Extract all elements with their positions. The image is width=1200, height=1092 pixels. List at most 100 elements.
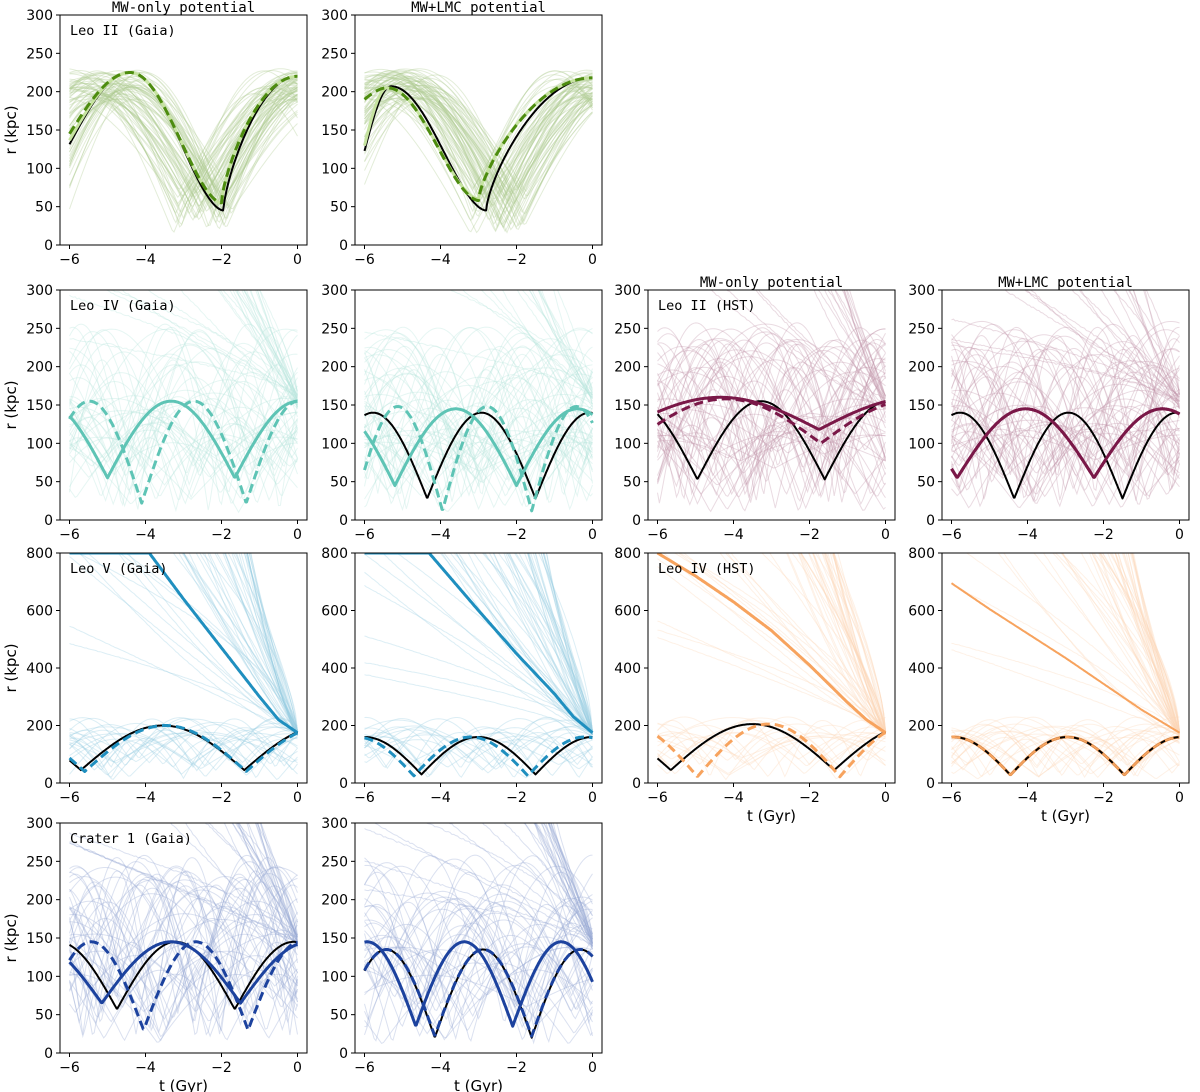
panel-leo5-gaia-mw: −6 −4 −2 0 0 200 400 600 800 Leo V (Gaia) r (kpc) — [2, 546, 308, 806]
ensemble-orbit — [69, 885, 298, 1000]
ensemble-orbit — [951, 731, 1180, 775]
x-tick-label: 0 — [1175, 790, 1184, 806]
ensemble-orbit — [364, 908, 593, 1021]
ensemble-orbit — [505, 553, 593, 736]
ensemble-orbit — [214, 553, 298, 736]
ensemble-orbit — [951, 392, 1180, 507]
ensemble-orbit — [364, 96, 593, 229]
ensemble-orbit — [1033, 553, 1180, 733]
y-tick-label: 200 — [908, 360, 935, 376]
ensemble-orbit — [69, 878, 298, 1013]
ensemble-orbit — [832, 553, 886, 731]
ensemble-orbit — [69, 98, 298, 209]
ensemble-orbit — [246, 553, 298, 735]
ensemble-orbit — [364, 95, 593, 207]
ensemble-orbit — [69, 86, 298, 189]
x-tick-label: 0 — [881, 527, 890, 543]
ensemble-orbit — [69, 72, 298, 218]
series-escape — [68, 553, 299, 734]
y-tick-label: 50 — [330, 200, 348, 216]
ensemble-orbit — [657, 731, 886, 781]
ensemble-orbit — [364, 407, 593, 458]
x-tick-label: −2 — [1093, 790, 1114, 806]
ensemble-orbit — [364, 399, 593, 462]
ensemble-orbit — [1125, 290, 1180, 395]
ensemble-orbit — [951, 354, 1180, 503]
ensemble-orbit — [951, 338, 1180, 501]
y-tick-label: 0 — [632, 513, 641, 529]
ensemble-orbit — [657, 361, 886, 481]
ensemble-orbit — [232, 290, 298, 398]
ensemble-orbit — [364, 75, 593, 225]
y-tick-label: 250 — [908, 321, 935, 337]
ensemble-orbit — [69, 74, 298, 216]
ensemble-orbit — [69, 87, 298, 194]
y-tick-label: 100 — [26, 161, 53, 177]
ensemble-orbit — [364, 354, 593, 471]
ensemble-orbit — [458, 553, 593, 732]
y-tick-label: 150 — [26, 123, 53, 139]
x-tick-label: −4 — [135, 527, 156, 543]
ensemble-orbit — [798, 553, 886, 732]
series-median-dashed — [363, 735, 594, 778]
ensemble-orbit — [364, 77, 593, 225]
ensemble-orbit — [69, 72, 298, 221]
ensemble-orbit — [69, 90, 298, 194]
ensemble-orbit — [1114, 553, 1180, 735]
ensemble-orbit — [1099, 553, 1180, 734]
ensemble-orbit — [808, 553, 886, 733]
ensemble-orbit — [69, 643, 298, 735]
ensemble-orbit — [951, 423, 1180, 479]
ensemble-orbit — [657, 432, 886, 475]
ensemble-orbit — [813, 553, 886, 734]
x-tick-label: −6 — [354, 527, 375, 543]
ensemble-orbit — [364, 674, 593, 735]
ensemble-orbit — [238, 823, 298, 945]
ensemble-orbit — [364, 946, 593, 996]
ensemble-orbit — [364, 367, 593, 458]
ensemble-orbit — [364, 854, 593, 1027]
ensemble-orbit — [69, 881, 298, 1035]
ensemble-orbit — [69, 359, 298, 511]
ensemble-orbit — [484, 553, 593, 733]
ensemble-orbit — [506, 553, 593, 733]
y-tick-label: 600 — [614, 604, 641, 620]
panel-leo2-gaia-lmc: −6 −4 −2 0 0 50 100 150 200 250 300 MW+LMC potentia… — [321, 0, 603, 268]
ensemble-orbit — [844, 290, 886, 403]
ensemble-orbit — [364, 892, 593, 1032]
ensemble-orbit — [364, 974, 593, 1007]
ensemble-orbit — [1099, 553, 1180, 735]
ensemble-orbit — [364, 405, 593, 483]
ensemble-orbit — [951, 732, 1180, 767]
ensemble-orbit — [951, 730, 1180, 776]
x-tick-label: −2 — [1093, 527, 1114, 543]
ensemble-orbit — [364, 90, 593, 200]
ensemble-orbit — [480, 290, 593, 396]
ensemble-orbit — [1111, 553, 1180, 732]
x-tick-label: −6 — [647, 790, 668, 806]
ensemble-orbit — [364, 79, 593, 213]
series-escape — [363, 553, 594, 734]
ensemble-orbit — [69, 721, 298, 777]
ensemble-orbit — [246, 553, 298, 734]
plot-area — [656, 553, 887, 781]
ensemble-orbit — [121, 290, 298, 397]
ensemble-orbit — [364, 571, 593, 734]
ensemble-orbit — [69, 329, 298, 464]
ensemble-orbit — [951, 334, 1180, 494]
y-tick-label: 300 — [321, 283, 348, 299]
y-tick-label: 200 — [26, 85, 53, 101]
ensemble-orbit — [769, 553, 886, 731]
ensemble-orbit — [726, 290, 886, 409]
ensemble-orbit — [69, 722, 298, 777]
ensemble-orbit — [249, 290, 298, 410]
ensemble-orbit — [69, 969, 298, 1023]
x-tick-label: −2 — [799, 790, 820, 806]
ensemble-orbit — [118, 553, 298, 734]
panel-label: Leo IV (HST) — [658, 561, 756, 577]
x-tick-label: −4 — [723, 527, 744, 543]
x-tick-label: −2 — [211, 527, 232, 543]
ensemble-orbit — [364, 585, 593, 735]
ensemble-orbit — [364, 80, 593, 215]
ensemble-orbit — [657, 421, 886, 513]
